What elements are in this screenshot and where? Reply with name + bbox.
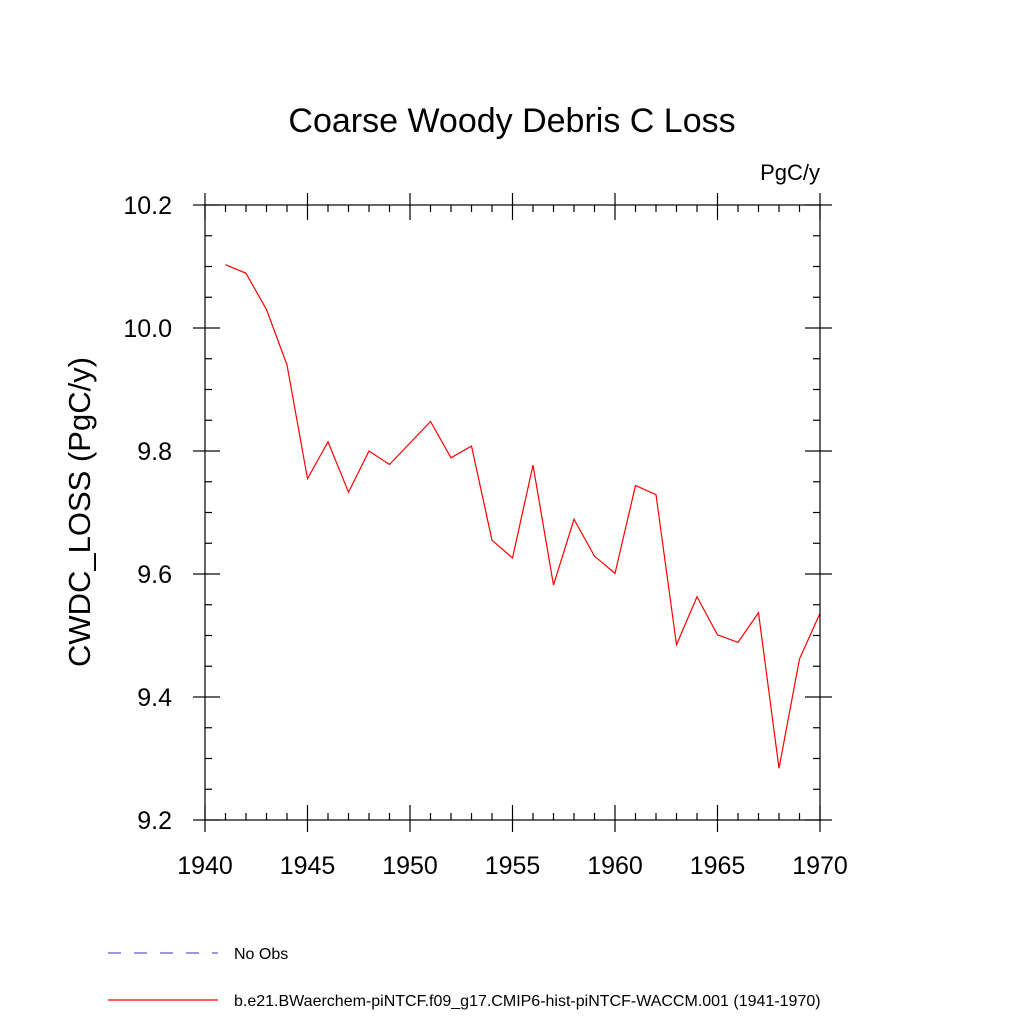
legend: No Obs b.e21.BWaerchem-piNTCF.f09_g17.CM… (108, 946, 821, 1010)
y-tick-label: 9.8 (137, 438, 172, 466)
x-tick-label: 1960 (587, 852, 643, 880)
x-tick-label: 1965 (690, 852, 746, 880)
y-tick-label: 9.2 (137, 807, 172, 835)
legend-label-model-run: b.e21.BWaerchem-piNTCF.f09_g17.CMIP6-his… (234, 993, 821, 1010)
x-tick-label: 1940 (177, 852, 233, 880)
x-tick-label: 1955 (485, 852, 541, 880)
series-points (224, 263, 822, 770)
plot-frame (204, 204, 821, 821)
tick-marks (193, 193, 832, 832)
legend-label-no-obs: No Obs (234, 946, 288, 963)
x-tick-label: 1970 (792, 852, 848, 880)
x-tick-labels: 1940 1945 1950 1955 1960 1965 1970 (177, 852, 848, 880)
y-tick-labels: 9.2 9.4 9.6 9.8 10.0 10.2 (123, 192, 172, 835)
chart-title: Coarse Woody Debris C Loss (288, 102, 735, 140)
y-tick-label: 10.0 (123, 315, 172, 343)
x-tick-label: 1950 (382, 852, 438, 880)
y-tick-label: 9.6 (137, 561, 172, 589)
x-tick-label: 1945 (280, 852, 336, 880)
y-tick-label: 10.2 (123, 192, 172, 220)
series-line (225, 264, 821, 769)
units-label: PgC/y (760, 160, 820, 185)
y-tick-label: 9.4 (137, 684, 172, 712)
y-axis-label: CWDC_LOSS (PgC/y) (62, 357, 97, 667)
plot-data (224, 263, 822, 770)
